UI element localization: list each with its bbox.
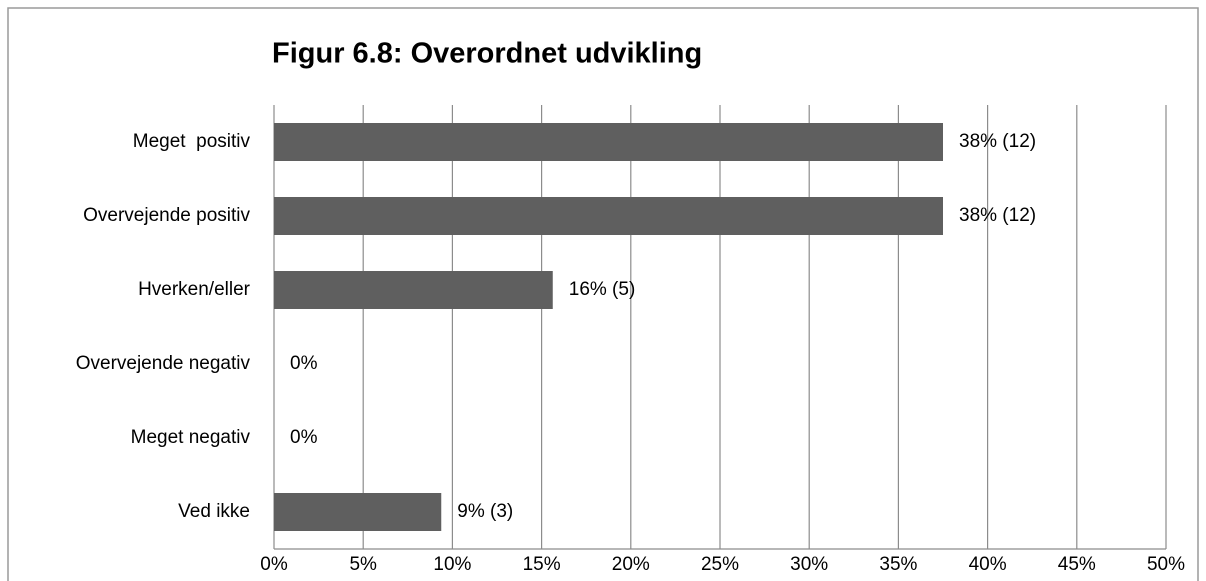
- bar: [274, 123, 943, 161]
- chart-frame: [7, 7, 1199, 581]
- y-tick-label: Meget positiv: [133, 131, 251, 152]
- chart-title: Figur 6.8: Overordnet udvikling: [272, 38, 702, 70]
- x-tick-label: 10%: [433, 554, 471, 575]
- y-tick-label: Meget negativ: [131, 427, 251, 448]
- x-tick-label: 45%: [1058, 554, 1096, 575]
- value-label: 9% (3): [457, 501, 513, 522]
- y-tick-label: Hverken/eller: [138, 279, 251, 300]
- value-label: 16% (5): [569, 279, 636, 300]
- bar: [274, 493, 442, 531]
- value-label: 38% (12): [959, 131, 1036, 152]
- x-tick-label: 50%: [1147, 554, 1185, 575]
- bar: [274, 197, 943, 235]
- x-tick-label: 30%: [790, 554, 828, 575]
- y-tick-label: Ved ikke: [178, 501, 250, 522]
- value-label: 0%: [290, 427, 318, 448]
- y-tick-label: Overvejende negativ: [76, 353, 251, 374]
- x-tick-label: 40%: [969, 554, 1007, 575]
- x-tick-label: 25%: [701, 554, 739, 575]
- x-tick-label: 15%: [523, 554, 561, 575]
- value-label: 38% (12): [959, 205, 1036, 226]
- x-tick-label: 0%: [260, 554, 288, 575]
- value-label: 0%: [290, 353, 318, 374]
- y-tick-label: Overvejende positiv: [83, 205, 250, 226]
- x-tick-label: 35%: [879, 554, 917, 575]
- x-tick-label: 20%: [612, 554, 650, 575]
- bar: [274, 271, 553, 309]
- x-tick-label: 5%: [349, 554, 377, 575]
